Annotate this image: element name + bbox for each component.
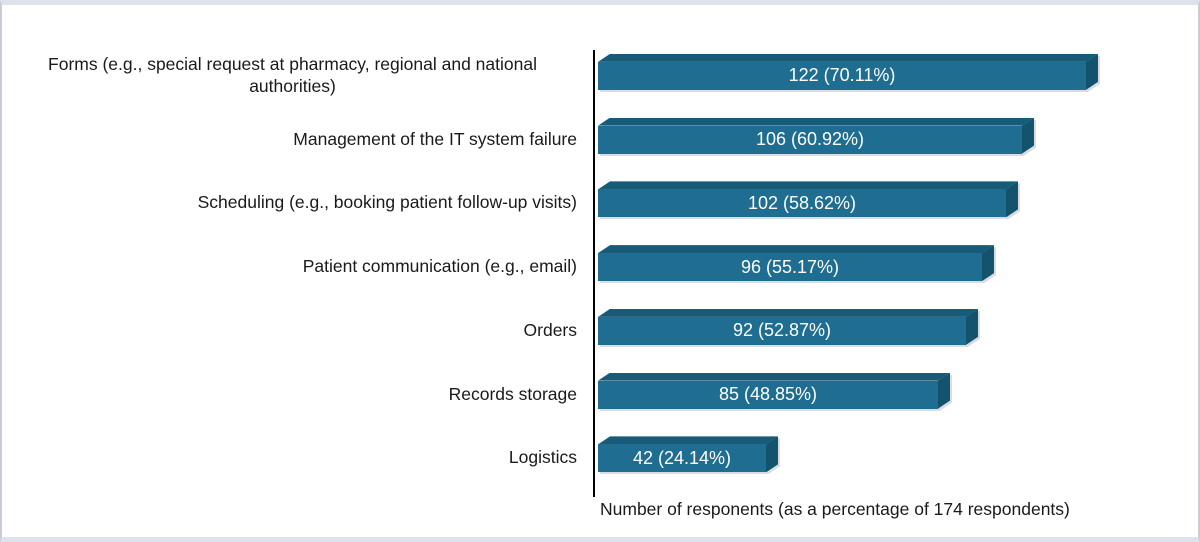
bar-side-face [1022,117,1034,154]
bar-top-face [598,54,1098,62]
bar-top-face [598,373,950,381]
y-axis-line [593,50,595,497]
category-label: Records storage [8,363,577,427]
bar-side-face [938,372,950,409]
bar-top-face [598,181,1018,189]
category-label-column: Forms (e.g., special request at pharmacy… [8,5,577,537]
bar-front-face: 102 (58.62%) [598,189,1006,218]
bar-plot-area: 122 (70.11%) 106 (60.92%) 102 (58.62%) 96 (… [598,5,1198,537]
category-label-text: Orders [523,319,577,340]
bar-side-face [982,245,994,282]
bar-side-face [966,308,978,345]
bar-front-face: 92 (52.87%) [598,316,966,345]
category-label-text: Records storage [448,383,577,404]
bar-front-face: 122 (70.11%) [598,61,1086,90]
bar-front-face: 96 (55.17%) [598,253,982,282]
bar-top-face [598,436,778,444]
category-label: Orders [8,299,577,363]
bar: 92 (52.87%) [598,308,978,345]
bar-front-face: 42 (24.14%) [598,444,766,473]
category-label-text: Logistics [508,447,577,468]
bar-side-face [1086,53,1098,90]
bar: 122 (70.11%) [598,53,1098,90]
bar-value-label: 102 (58.62%) [747,192,857,213]
bar-value-label: 122 (70.11%) [788,65,896,86]
category-label-text: Forms (e.g., special request at pharmacy… [48,54,537,96]
x-axis-label: Number of responents (as a percentage of… [600,499,1070,519]
category-label: Patient communication (e.g., email) [8,235,577,299]
bar: 102 (58.62%) [598,181,1018,218]
bar-value-label: 42 (24.14%) [632,447,732,468]
bar-value-label: 85 (48.85%) [718,384,818,405]
bar-front-face: 85 (48.85%) [598,380,938,409]
bar: 85 (48.85%) [598,372,950,409]
bar-side-face [766,436,778,473]
bar-top-face [598,245,994,253]
category-label: Forms (e.g., special request at pharmacy… [8,44,577,108]
bar: 106 (60.92%) [598,117,1034,154]
bar-value-label: 106 (60.92%) [755,129,865,150]
category-label-text: Management of the IT system failure [293,128,577,149]
bar-side-face [1006,181,1018,218]
bar-value-label: 92 (52.87%) [732,320,832,341]
bar-top-face [598,118,1034,126]
category-label: Logistics [8,427,577,491]
category-label-text: Scheduling (e.g., booking patient follow… [197,192,577,213]
bar-top-face [598,309,978,317]
bar: 96 (55.17%) [598,245,994,282]
category-label: Management of the IT system failure [8,108,577,172]
bar-front-face: 106 (60.92%) [598,125,1022,154]
bar: 42 (24.14%) [598,436,778,473]
category-label-text: Patient communication (e.g., email) [302,256,577,277]
category-label: Scheduling (e.g., booking patient follow… [8,172,577,236]
bar-value-label: 96 (55.17%) [740,256,840,277]
